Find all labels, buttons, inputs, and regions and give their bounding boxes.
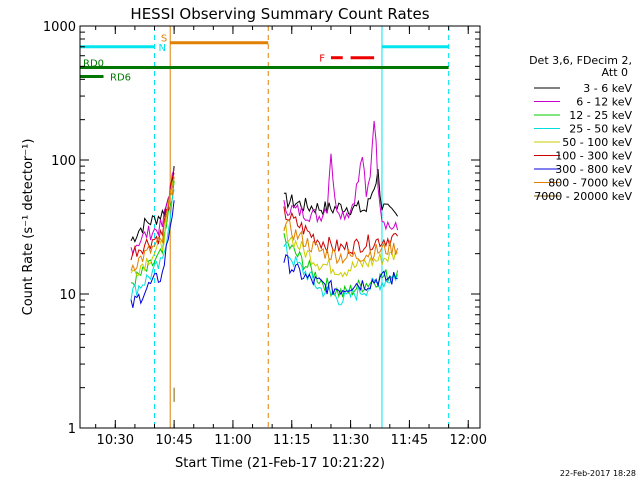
series-line-6-0 (130, 200, 175, 308)
legend-header-line-1: Det 3,6, FDecim 2, (529, 54, 632, 67)
legend-entry-4: 50 - 100 keV (562, 136, 632, 149)
x-tick-label-4: 11:30 (332, 433, 369, 448)
legend-entry-1: 6 - 12 keV (576, 96, 632, 109)
series-line-4-1 (283, 224, 399, 278)
legend-entry-5: 100 - 300 keV (555, 150, 632, 163)
series-line-3-1 (283, 241, 399, 306)
legend-entry-8: 7000 - 20000 keV (534, 190, 632, 203)
legend-entry-3: 25 - 50 keV (569, 123, 632, 136)
series-line-1-1 (283, 120, 399, 231)
timestamp: 22-Feb-2017 18:28 (560, 469, 636, 478)
y-tick-label-0: 1 (68, 422, 76, 437)
x-tick-label-5: 11:45 (391, 433, 428, 448)
axes-ticks: 10:30 10:45 11:00 11:15 11:30 11:45 12:00 1 10 10… (43, 20, 487, 448)
chart-title: HESSI Observing Summary Count Rates (130, 5, 429, 23)
x-axis-label: Start Time (21-Feb-17 10:21:22) (175, 456, 385, 471)
series-line-2-0 (130, 180, 175, 288)
y-axis-label: Count Rate (s⁻¹ detector⁻¹) (21, 139, 36, 316)
legend-entry-6: 300 - 800 keV (555, 163, 632, 176)
state-bar-label-3: RD6 (110, 72, 131, 83)
legend-entry-0: 3 - 6 keV (583, 82, 632, 95)
series-line-7-0 (130, 176, 175, 272)
y-tick-label-1: 10 (59, 288, 76, 303)
series-line-5-1 (283, 206, 399, 255)
x-tick-label-6: 12:00 (450, 433, 487, 448)
legend-entry-2: 12 - 25 keV (569, 109, 632, 122)
x-tick-label-3: 11:15 (273, 433, 310, 448)
series-line-1-0 (130, 169, 175, 256)
plot-frame (79, 25, 481, 429)
series-line-7-1 (283, 219, 399, 265)
series-line-3-0 (130, 189, 175, 301)
plot-layer: S RD0 RD6 F N (79, 26, 450, 428)
series-line-0-1 (283, 169, 399, 217)
x-tick-label-0: 10:30 (97, 433, 134, 448)
series-line-6-1 (283, 253, 398, 296)
state-n-label: N (159, 43, 166, 54)
legend-header-line-2: Att 0 (602, 66, 628, 79)
state-bar-label-4: F (319, 54, 325, 65)
state-bar-label-2: RD0 (83, 59, 104, 70)
x-tick-label-1: 10:45 (155, 433, 192, 448)
y-tick-label-3: 1000 (43, 20, 76, 35)
x-tick-label-2: 11:00 (214, 433, 251, 448)
state-bar-label-1: S (161, 34, 167, 45)
legend-entry-7: 800 - 7000 keV (548, 177, 632, 190)
y-tick-label-2: 100 (51, 154, 76, 169)
